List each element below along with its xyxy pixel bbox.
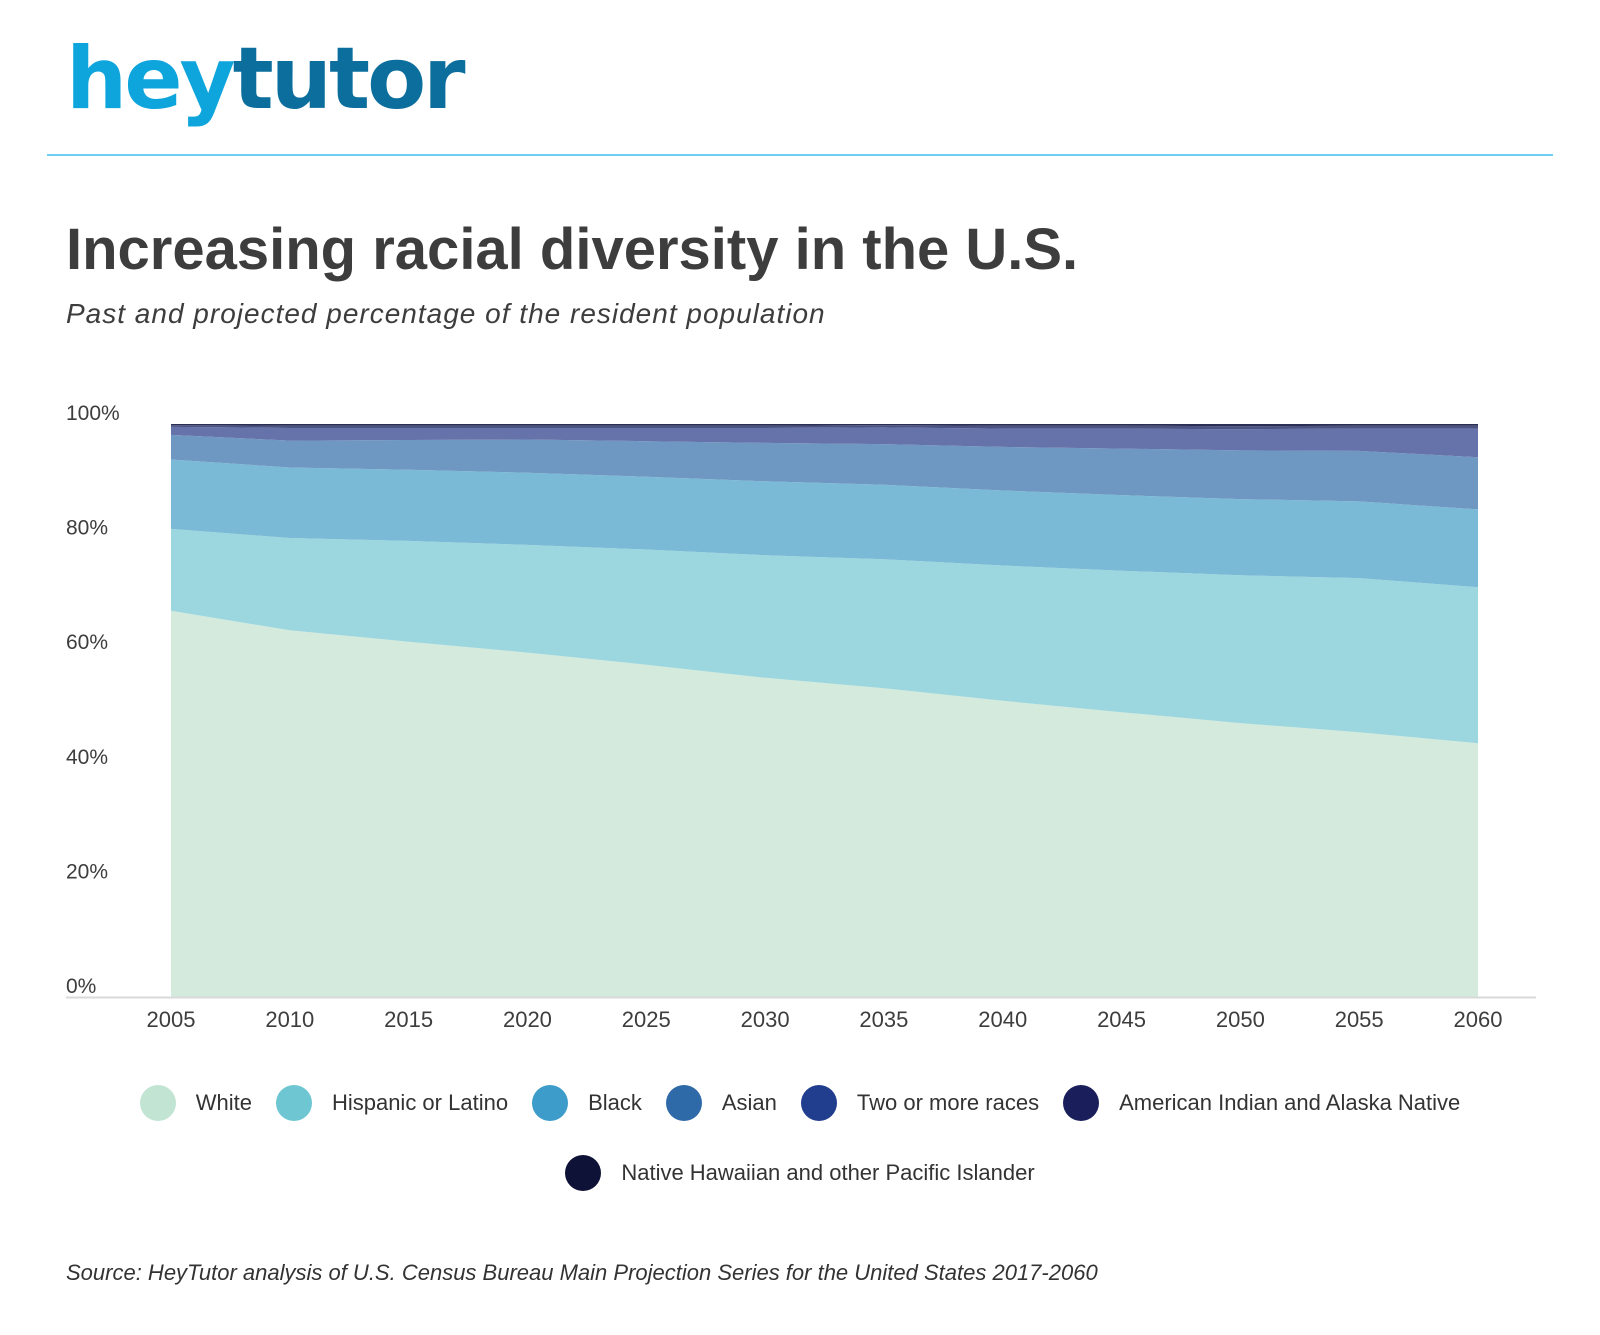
y-tick-label: 40% <box>66 746 108 769</box>
legend-swatch <box>665 1085 702 1121</box>
legend-label: American Indian and Alaska Native <box>1119 1090 1461 1115</box>
x-tick-label: 2005 <box>147 1007 196 1032</box>
legend-item: White <box>139 1085 252 1121</box>
chart-legend: White Hispanic or Latino Black Asian Two or … <box>0 1078 1600 1218</box>
legend-row: White Hispanic or Latino Black Asian Two or … <box>0 1078 1600 1128</box>
legend-swatch <box>1063 1085 1100 1121</box>
legend-swatch <box>565 1155 602 1191</box>
legend-label: Black <box>588 1090 642 1115</box>
legend-item: Native Hawaiian and other Pacific Island… <box>565 1155 1035 1191</box>
y-tick-label: 0% <box>66 975 96 998</box>
legend-label: Hispanic or Latino <box>331 1090 509 1115</box>
legend-item: Asian <box>665 1085 777 1121</box>
area-black <box>171 459 1478 588</box>
legend-item: Two or more races <box>800 1085 1040 1121</box>
legend-item: Black <box>532 1085 642 1121</box>
legend-swatch <box>139 1085 176 1121</box>
y-tick-label: 100% <box>66 402 120 425</box>
x-tick-label: 2035 <box>859 1007 908 1032</box>
area-american-indian-and-alaska-native <box>171 425 1478 430</box>
y-tick-label: 20% <box>66 860 108 883</box>
x-tick-label: 2020 <box>503 1007 552 1032</box>
x-tick-label: 2045 <box>1097 1007 1146 1032</box>
x-tick-label: 2060 <box>1454 1007 1503 1032</box>
legend-swatch <box>275 1085 312 1121</box>
stacked-area-chart: 0% 20% 40% 60% 80% 100% 2005 2010 2015 2020 2025 20… <box>66 402 1536 1032</box>
x-tick-label: 2055 <box>1335 1007 1384 1032</box>
legend-label: Native Hawaiian and other Pacific Island… <box>621 1160 1035 1185</box>
legend-label: Two or more races <box>856 1090 1040 1115</box>
legend-swatch <box>532 1085 569 1121</box>
legend-label: White <box>195 1090 252 1115</box>
x-tick-label: 2015 <box>384 1007 433 1032</box>
y-tick-label: 80% <box>66 517 108 540</box>
area-hispanic-or-latino <box>171 528 1478 744</box>
logo-tutor: tutor <box>232 29 466 129</box>
legend-item: American Indian and Alaska Native <box>1063 1085 1460 1121</box>
source-note: Source: HeyTutor analysis of U.S. Census… <box>66 1260 1098 1285</box>
x-tick-label: 2025 <box>622 1007 671 1032</box>
area-native-hawaiian-and-other-pacific-islander <box>171 424 1478 427</box>
legend-item: Hispanic or Latino <box>275 1085 509 1121</box>
area-two-or-more-races <box>171 426 1478 458</box>
y-tick-label: 60% <box>66 631 108 654</box>
area-white <box>171 610 1478 997</box>
x-tick-label: 2030 <box>741 1007 790 1032</box>
x-tick-label: 2050 <box>1216 1007 1265 1032</box>
legend-row: Native Hawaiian and other Pacific Island… <box>0 1148 1600 1198</box>
chart-title: Increasing racial diversity in the U.S. <box>66 217 1079 282</box>
x-tick-label: 2010 <box>265 1007 314 1032</box>
legend-label: Asian <box>721 1090 777 1115</box>
x-tick-label: 2040 <box>978 1007 1027 1032</box>
area-asian <box>171 434 1478 510</box>
header-divider <box>47 154 1553 156</box>
heytutor-logo: heytutor <box>66 36 466 122</box>
legend-swatch <box>800 1085 837 1121</box>
chart-subtitle: Past and projected percentage of the res… <box>66 298 826 329</box>
logo-hey: hey <box>66 29 236 129</box>
